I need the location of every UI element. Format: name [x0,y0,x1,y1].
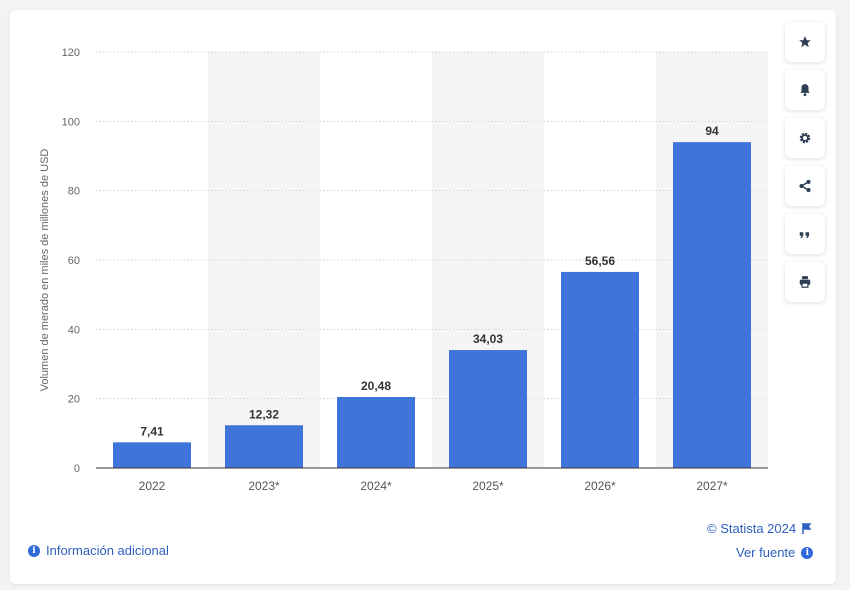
share-icon [799,179,811,193]
favorite-button[interactable] [785,22,825,62]
print-icon [799,276,811,288]
print-button[interactable] [785,262,825,302]
settings-button[interactable] [785,118,825,158]
info-icon: i [28,544,40,557]
y-tick-label: 0 [74,463,80,475]
data-label: 94 [705,124,719,138]
gear-icon [799,132,811,144]
share-button[interactable] [785,166,825,206]
additional-info-label: Información adicional [46,543,169,558]
copyright: © Statista 2024 [707,521,812,536]
quote-icon [799,232,810,239]
y-axis-label: Volumen de merado en miles de millones d… [39,149,51,392]
y-tick-label: 100 [62,116,80,128]
bar[interactable] [225,425,303,468]
y-tick-label: 60 [68,255,80,267]
data-label: 7,41 [140,424,164,438]
source-link[interactable]: Ver fuente i [736,545,814,560]
bar[interactable] [113,442,191,468]
data-label: 20,48 [361,379,391,393]
bell-icon [800,84,810,97]
bar[interactable] [337,397,415,468]
copyright-text: © Statista 2024 [707,521,797,536]
x-tick-label: 2027* [696,479,728,493]
data-label: 12,32 [249,407,279,421]
y-tick-label: 80 [68,186,80,198]
star-icon [799,36,811,48]
bar[interactable] [673,142,751,468]
chart-toolbar [785,22,827,310]
additional-info-link[interactable]: i Información adicional [28,543,169,558]
flag-icon[interactable] [802,523,812,534]
y-tick-label: 120 [62,47,80,59]
data-label: 34,03 [473,332,503,346]
x-tick-label: 2024* [360,479,392,493]
notification-button[interactable] [785,70,825,110]
bar[interactable] [561,271,639,468]
x-tick-label: 2026* [584,479,616,493]
info-icon: i [801,546,814,559]
data-label: 56,56 [585,254,615,268]
x-tick-label: 2022 [139,479,166,493]
y-tick-label: 40 [68,324,80,336]
bar[interactable] [449,350,527,468]
source-label: Ver fuente [736,545,796,560]
cite-button[interactable] [785,214,825,254]
y-tick-label: 20 [68,394,80,406]
x-tick-label: 2023* [248,479,280,493]
x-tick-label: 2025* [472,479,504,493]
